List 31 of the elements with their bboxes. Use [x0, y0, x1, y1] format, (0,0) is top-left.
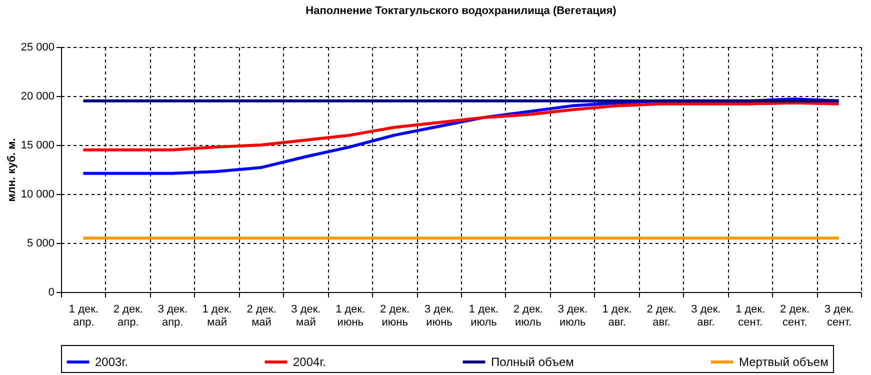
x-tick-label: 2 дек. май [246, 304, 276, 328]
legend-label: 2003г. [95, 355, 128, 369]
x-tick-label: 2 дек. сент. [780, 304, 810, 328]
x-tick-label: 1 дек. май [202, 304, 232, 328]
legend-label: 2004г. [293, 355, 326, 369]
line-series [82, 101, 840, 152]
y-tick-label: 15 000 [20, 140, 54, 152]
x-tick-label: 2 дек. июль [513, 304, 543, 328]
x-tick-label: 2 дек. авг. [646, 304, 676, 328]
y-tick-label: 20 000 [20, 90, 54, 102]
y-tick-label: 5 000 [26, 238, 54, 250]
x-tick-label: 1 дек. авг. [602, 304, 632, 328]
x-tick-label: 2 дек. апр. [113, 304, 143, 328]
x-tick-label: 3 дек. апр. [158, 304, 188, 328]
chart-title: Наполнение Токтагульского водохранилища (Вегетация) [306, 5, 617, 17]
y-axis-title: млн. куб. м. [6, 138, 18, 202]
legend-label: Мертвый объем [739, 355, 828, 369]
y-tick-label: 25 000 [20, 42, 54, 54]
x-tick-label: 2 дек. июнь [380, 304, 410, 328]
x-tick-label: 1 дек. июль [468, 304, 499, 328]
x-tick-label: 1 дек. апр. [68, 304, 99, 328]
y-tick-label: 0 [48, 286, 54, 298]
y-tick-label: 10 000 [20, 188, 54, 200]
x-tick-label: 3 дек. сент. [824, 304, 854, 328]
x-tick-label: 3 дек. май [291, 304, 321, 328]
legend-label: Полный объем [491, 355, 574, 369]
x-tick-label: 3 дек. июнь [424, 304, 454, 328]
x-tick-label: 3 дек. авг. [691, 304, 721, 328]
x-tick-label: 1 дек. июнь [336, 304, 366, 328]
x-tick-label: 3 дек. июль [558, 304, 588, 328]
x-tick-label: 1 дек. сент. [736, 304, 766, 328]
